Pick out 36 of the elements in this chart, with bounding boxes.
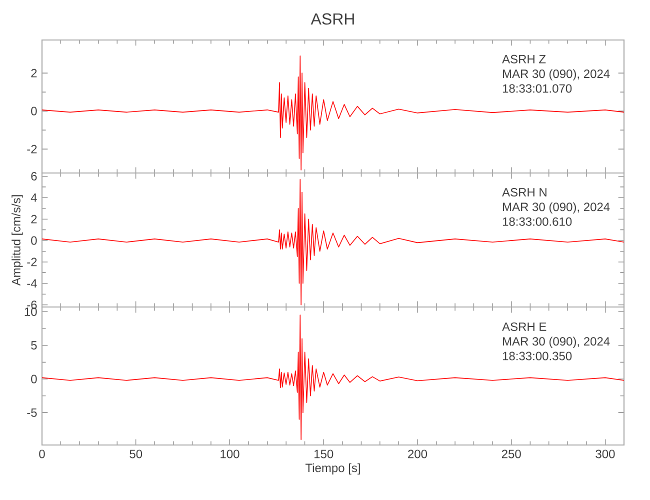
y-tick-label: -5 bbox=[27, 408, 37, 417]
x-tick-label: 150 bbox=[314, 450, 334, 458]
annotation: ASRH N bbox=[502, 188, 546, 197]
annotation: ASRH Z bbox=[502, 54, 546, 64]
y-tick-label: -6 bbox=[27, 300, 37, 310]
x-tick-label: 50 bbox=[130, 450, 142, 458]
y-tick-label: 6 bbox=[31, 172, 37, 180]
y-tick-label: 2 bbox=[31, 68, 37, 78]
x-tick-label: 200 bbox=[408, 450, 428, 458]
annotation: ASRH E bbox=[502, 322, 546, 331]
annotation: 18:33:01.070 bbox=[502, 84, 572, 93]
y-tick-label: -4 bbox=[27, 279, 37, 288]
y-tick-label: 10 bbox=[24, 307, 37, 316]
x-tick-label: 250 bbox=[502, 450, 521, 458]
x-tick-label: 0 bbox=[39, 450, 45, 458]
y-tick-label: 5 bbox=[31, 341, 37, 350]
x-axis-title: Tiempo [s] bbox=[305, 463, 360, 475]
x-tick-label: 100 bbox=[220, 450, 240, 458]
x-tick-label: 300 bbox=[596, 450, 615, 458]
y-tick-label: -2 bbox=[27, 258, 37, 266]
line-series bbox=[42, 314, 624, 440]
y-tick-label: 0 bbox=[31, 106, 37, 116]
y-tick-label: 2 bbox=[31, 214, 37, 224]
y-tick-label: 0 bbox=[31, 236, 37, 245]
line-series bbox=[42, 56, 624, 170]
annotation: MAR 30 (090), 2024 bbox=[503, 336, 610, 348]
y-tick-label: 4 bbox=[30, 194, 37, 202]
annotation: MAR 30 (090), 2024 bbox=[503, 202, 610, 214]
annotation: 18:33:00.350 bbox=[502, 352, 572, 360]
y-tick-label: 0 bbox=[31, 374, 37, 384]
annotation: 18:33:00.610 bbox=[502, 217, 572, 226]
chart-title: ASRH bbox=[310, 13, 354, 25]
annotation: MAR 30 (090), 2024 bbox=[503, 69, 610, 80]
line-series bbox=[42, 179, 624, 306]
y-axis-title: Amplitud [cm/s/s] bbox=[12, 195, 23, 286]
y-tick-label: -2 bbox=[27, 144, 37, 154]
